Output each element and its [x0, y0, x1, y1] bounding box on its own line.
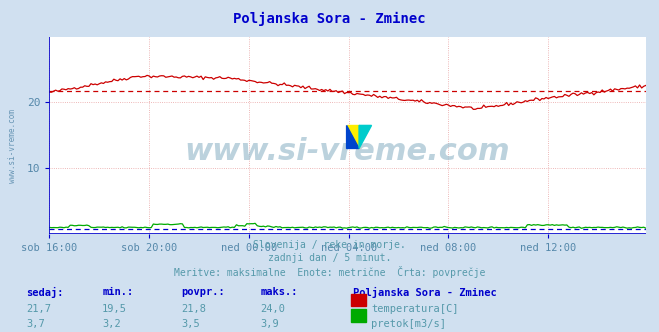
Text: Poljanska Sora - Zminec: Poljanska Sora - Zminec [353, 287, 496, 298]
Text: zadnji dan / 5 minut.: zadnji dan / 5 minut. [268, 253, 391, 263]
Text: sedaj:: sedaj: [26, 287, 64, 298]
Text: povpr.:: povpr.: [181, 287, 225, 297]
Text: temperatura[C]: temperatura[C] [371, 304, 459, 314]
Text: Slovenija / reke in morje.: Slovenija / reke in morje. [253, 240, 406, 250]
Text: maks.:: maks.: [260, 287, 298, 297]
Text: 21,7: 21,7 [26, 304, 51, 314]
Text: 3,5: 3,5 [181, 319, 200, 329]
Text: 3,7: 3,7 [26, 319, 45, 329]
Text: Meritve: maksimalne  Enote: metrične  Črta: povprečje: Meritve: maksimalne Enote: metrične Črta… [174, 266, 485, 278]
Text: 19,5: 19,5 [102, 304, 127, 314]
Text: pretok[m3/s]: pretok[m3/s] [371, 319, 446, 329]
Text: Poljanska Sora - Zminec: Poljanska Sora - Zminec [233, 12, 426, 26]
Text: min.:: min.: [102, 287, 133, 297]
Text: 3,9: 3,9 [260, 319, 279, 329]
Polygon shape [359, 125, 372, 148]
Text: 3,2: 3,2 [102, 319, 121, 329]
Text: 24,0: 24,0 [260, 304, 285, 314]
Polygon shape [347, 125, 359, 148]
Text: www.si-vreme.com: www.si-vreme.com [8, 109, 17, 183]
Text: www.si-vreme.com: www.si-vreme.com [185, 136, 511, 166]
Polygon shape [347, 125, 359, 148]
Text: 21,8: 21,8 [181, 304, 206, 314]
